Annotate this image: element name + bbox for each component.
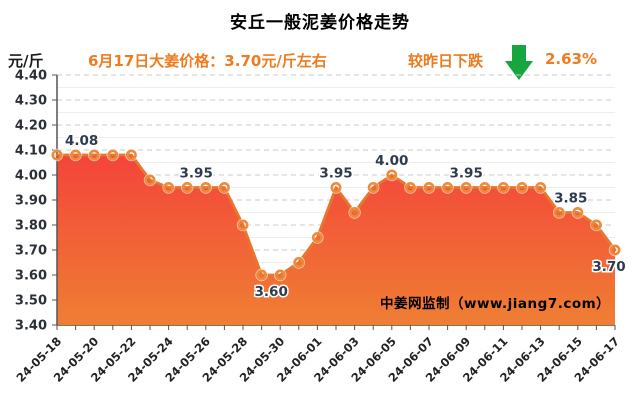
data-point-halo (348, 206, 361, 219)
data-point-marker (460, 182, 472, 194)
data-point-halo (478, 181, 491, 194)
data-point-label: 4.00 (375, 153, 408, 169)
data-point-halo (404, 181, 417, 194)
data-point-label: 3.95 (319, 166, 352, 182)
data-point-marker (293, 256, 305, 268)
data-point-marker (516, 182, 528, 194)
data-point-halo (497, 181, 510, 194)
watermark-text: 中姜网监制（www.jiang7.com） (380, 296, 611, 312)
data-point-label: 3.85 (554, 191, 587, 207)
data-point-halo (274, 268, 287, 282)
data-point-marker (553, 207, 565, 219)
data-point-halo (311, 231, 324, 244)
data-point-halo (87, 148, 101, 162)
data-point-halo (292, 256, 305, 269)
data-point-halo (460, 181, 473, 194)
data-point-marker (70, 149, 82, 161)
data-point-halo (534, 181, 547, 194)
price-line (55, 153, 617, 277)
data-point-halo (236, 218, 250, 232)
data-point-marker (386, 169, 398, 181)
y-axis-label: 4.40 (15, 69, 47, 84)
data-point-halo (255, 268, 268, 282)
data-point-halo (367, 181, 380, 194)
data-point-marker (349, 207, 361, 219)
data-point-marker (125, 149, 137, 161)
data-point-marker (367, 182, 379, 194)
data-point-halo (608, 243, 622, 257)
data-point-marker (274, 269, 286, 281)
data-point-marker (51, 149, 63, 161)
data-point-halo (218, 181, 231, 194)
data-point-marker (107, 149, 119, 161)
data-point-halo (199, 181, 212, 194)
data-point-halo (571, 206, 585, 219)
data-point-marker (535, 182, 547, 194)
y-axis-label: 3.40 (15, 319, 47, 334)
data-point-marker (590, 219, 602, 231)
y-axis-label: 3.70 (15, 244, 47, 259)
change-percent-value: 2.63% (545, 50, 598, 68)
data-point-label: 3.70 (592, 259, 625, 275)
data-point-marker (163, 182, 175, 194)
page-title: 安丘一般泥姜价格走势 (230, 13, 410, 33)
data-point-label: 4.08 (65, 133, 98, 149)
data-point-marker (144, 174, 156, 186)
data-point-marker (330, 182, 342, 194)
data-point-halo (69, 148, 82, 162)
data-point-marker (423, 182, 435, 194)
area-fill (57, 155, 615, 325)
y-axis-label: 4.10 (15, 144, 47, 159)
y-axis-unit-label: 元/斤 (8, 52, 44, 70)
y-axis-label: 4.20 (15, 119, 47, 134)
data-point-label: 3.60 (255, 284, 288, 300)
data-point-halo (180, 181, 194, 194)
data-point-halo (162, 181, 175, 194)
data-point-marker (218, 182, 230, 194)
data-point-marker (572, 207, 584, 219)
data-point-halo (143, 173, 157, 187)
data-point-marker (442, 182, 454, 194)
data-point-halo (385, 168, 398, 182)
data-point-marker (237, 219, 249, 231)
data-point-halo (515, 181, 529, 194)
data-point-marker (200, 182, 212, 194)
data-point-halo (590, 218, 603, 232)
data-point-halo (441, 181, 454, 194)
y-axis-label: 4.30 (15, 94, 47, 109)
data-point-marker (181, 182, 193, 194)
data-point-marker (404, 182, 416, 194)
data-point-marker (256, 269, 268, 281)
y-axis-label: 3.80 (15, 219, 47, 234)
data-point-marker (497, 182, 509, 194)
change-direction-label: 较昨日下跌 (408, 52, 484, 70)
data-point-label: 3.95 (450, 166, 483, 182)
data-point-halo (422, 181, 436, 194)
down-arrow-icon (505, 45, 533, 80)
data-point-halo (329, 181, 343, 194)
y-axis-label: 3.50 (15, 294, 47, 309)
data-point-halo (553, 206, 566, 219)
data-point-halo (50, 148, 64, 162)
data-point-halo (125, 148, 138, 162)
y-axis-label: 4.00 (15, 169, 47, 184)
data-point-marker (88, 149, 100, 161)
data-point-label: 3.95 (180, 166, 213, 182)
data-point-marker (609, 244, 621, 256)
data-point-marker (479, 182, 491, 194)
data-point-marker (311, 232, 323, 244)
data-point-halo (106, 148, 120, 162)
y-axis-label: 3.90 (15, 194, 47, 209)
y-axis-label: 3.60 (15, 269, 47, 284)
current-price-subtitle: 6月17日大姜价格：3.70元/斤左右 (88, 52, 327, 70)
